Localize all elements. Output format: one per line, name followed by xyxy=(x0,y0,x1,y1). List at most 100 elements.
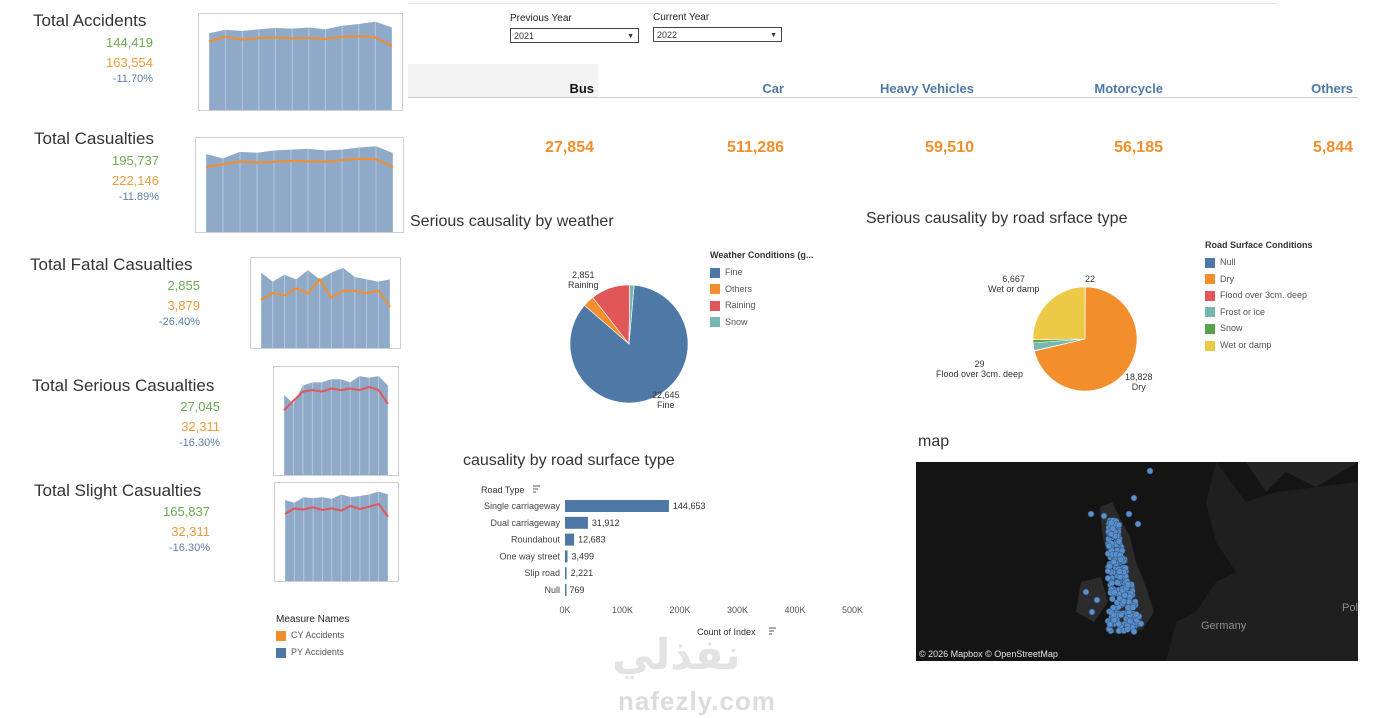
cy-accidents-line xyxy=(260,277,391,308)
bar-value-label: 3,499 xyxy=(572,551,595,561)
map-point[interactable] xyxy=(1108,519,1115,527)
legend-item[interactable]: Fine xyxy=(710,266,813,283)
x-tick-label: 400K xyxy=(784,605,805,615)
map-point[interactable] xyxy=(1115,521,1123,529)
pie-slice-snow[interactable] xyxy=(628,285,635,345)
bar[interactable] xyxy=(565,533,575,546)
bar[interactable] xyxy=(565,550,568,563)
map-point[interactable] xyxy=(1124,626,1131,633)
legend-item[interactable]: Null xyxy=(1205,256,1313,273)
map-point[interactable] xyxy=(1100,512,1108,520)
bar[interactable] xyxy=(565,500,669,512)
legend-item[interactable]: Flood over 3cm. deep xyxy=(1205,289,1313,306)
map-point[interactable] xyxy=(1106,621,1114,628)
legend-swatch xyxy=(710,317,720,328)
legend-item[interactable]: Raining xyxy=(710,299,813,316)
legend-label: Raining xyxy=(725,300,756,311)
map-point[interactable] xyxy=(1082,588,1090,596)
map-point[interactable] xyxy=(1093,596,1101,604)
map-point[interactable] xyxy=(1105,542,1113,550)
pie-slice-dry[interactable] xyxy=(1034,287,1137,391)
map-point[interactable] xyxy=(1087,510,1095,518)
legend-label: Others xyxy=(725,283,753,294)
map-edge-label: Pol xyxy=(1342,602,1358,614)
kpi-change-percent: -16.30% xyxy=(169,542,210,554)
py-accidents-area xyxy=(284,376,388,475)
map-point[interactable] xyxy=(1111,589,1118,596)
legend-item[interactable]: CY Accidents xyxy=(276,629,349,646)
legend-item[interactable]: Snow xyxy=(710,316,813,333)
map-point[interactable] xyxy=(1116,573,1124,581)
map-point[interactable] xyxy=(1129,604,1137,611)
legend-item[interactable]: PY Accidents xyxy=(276,646,349,663)
kpi-previous-value: 222,146 xyxy=(112,173,159,188)
map-point[interactable] xyxy=(1108,579,1116,587)
legend-item[interactable]: Dry xyxy=(1205,273,1313,290)
chevron-down-icon: ▼ xyxy=(627,33,634,40)
legend-item[interactable]: Snow xyxy=(1205,322,1313,339)
bar-value-label: 144,653 xyxy=(673,501,706,511)
bar[interactable] xyxy=(565,567,567,580)
legend-label: Flood over 3cm. deep xyxy=(1220,290,1308,301)
map-point[interactable] xyxy=(1134,520,1142,528)
kpi-sparkline xyxy=(274,482,399,582)
kpi-sparkline xyxy=(198,13,403,111)
map-point[interactable] xyxy=(1107,530,1115,538)
map-point[interactable] xyxy=(1106,562,1113,570)
map-point[interactable] xyxy=(1116,568,1123,575)
chevron-down-icon: ▼ xyxy=(770,32,777,39)
previous-year-dropdown[interactable]: 2021 ▼ xyxy=(510,28,639,43)
legend-item[interactable]: Others xyxy=(710,283,813,300)
map-point[interactable] xyxy=(1115,538,1123,545)
map-point[interactable] xyxy=(1125,510,1133,518)
legend-title: Weather Conditions (g... xyxy=(710,250,814,260)
kpi-change-percent: -11.70% xyxy=(112,73,153,85)
map-point[interactable] xyxy=(1133,611,1140,618)
watermark-arabic: نفذلي xyxy=(612,631,741,678)
bar-category-label: Null xyxy=(544,585,560,595)
legend-swatch xyxy=(1205,324,1215,334)
map-point[interactable] xyxy=(1114,579,1121,586)
map-point[interactable] xyxy=(1126,617,1134,625)
map-point[interactable] xyxy=(1115,620,1122,628)
bar-value-label: 31,912 xyxy=(592,518,620,528)
x-tick-label: 500K xyxy=(842,605,863,615)
legend-item[interactable]: Frost or ice xyxy=(1205,306,1313,323)
x-tick-label: 300K xyxy=(727,605,748,615)
map-point[interactable] xyxy=(1117,556,1124,563)
bar-category-label: Single carriageway xyxy=(484,501,561,511)
kpi-title: Total Serious Casualties xyxy=(32,376,215,395)
kpi-title: Total Slight Casualties xyxy=(34,481,202,500)
map-point[interactable] xyxy=(1110,617,1118,624)
kpi-title: Total Fatal Casualties xyxy=(30,255,193,274)
sort-icon[interactable] xyxy=(533,485,540,493)
kpi-sparkline xyxy=(195,137,404,233)
bar[interactable] xyxy=(565,516,588,529)
ireland-landmass xyxy=(1076,577,1108,622)
legend-item[interactable]: Wet or damp xyxy=(1205,339,1313,356)
current-year-dropdown[interactable]: 2022 ▼ xyxy=(653,27,782,42)
pie-slice-wet-or-damp[interactable] xyxy=(1033,287,1086,340)
legend-swatch xyxy=(1205,257,1215,268)
map-point[interactable] xyxy=(1130,628,1138,635)
map-point[interactable] xyxy=(1130,494,1138,502)
map-point[interactable] xyxy=(1146,467,1154,475)
cy-accidents-line xyxy=(205,157,394,168)
vehicle-type-value: 511,286 xyxy=(727,139,784,156)
map-point[interactable] xyxy=(1124,581,1132,588)
vehicle-type-value: 59,510 xyxy=(925,139,974,156)
map-point[interactable] xyxy=(1120,598,1128,605)
pie-value-label: 22 xyxy=(1085,274,1096,284)
map-point[interactable] xyxy=(1137,620,1145,627)
map-point[interactable] xyxy=(1088,608,1096,616)
map-point[interactable] xyxy=(1110,558,1118,566)
pie-value-label: 22,645 xyxy=(652,390,680,400)
sort-icon[interactable] xyxy=(769,627,776,635)
map-canvas xyxy=(1076,462,1358,661)
map-point[interactable] xyxy=(1117,611,1125,619)
bar[interactable] xyxy=(565,584,567,596)
accident-map[interactable]: Germany Pol © 2026 Mapbox © OpenStreetMa… xyxy=(916,462,1358,661)
kpi-previous-value: 32,311 xyxy=(171,524,210,539)
legend-label: Snow xyxy=(725,316,748,327)
map-point[interactable] xyxy=(1121,591,1128,599)
